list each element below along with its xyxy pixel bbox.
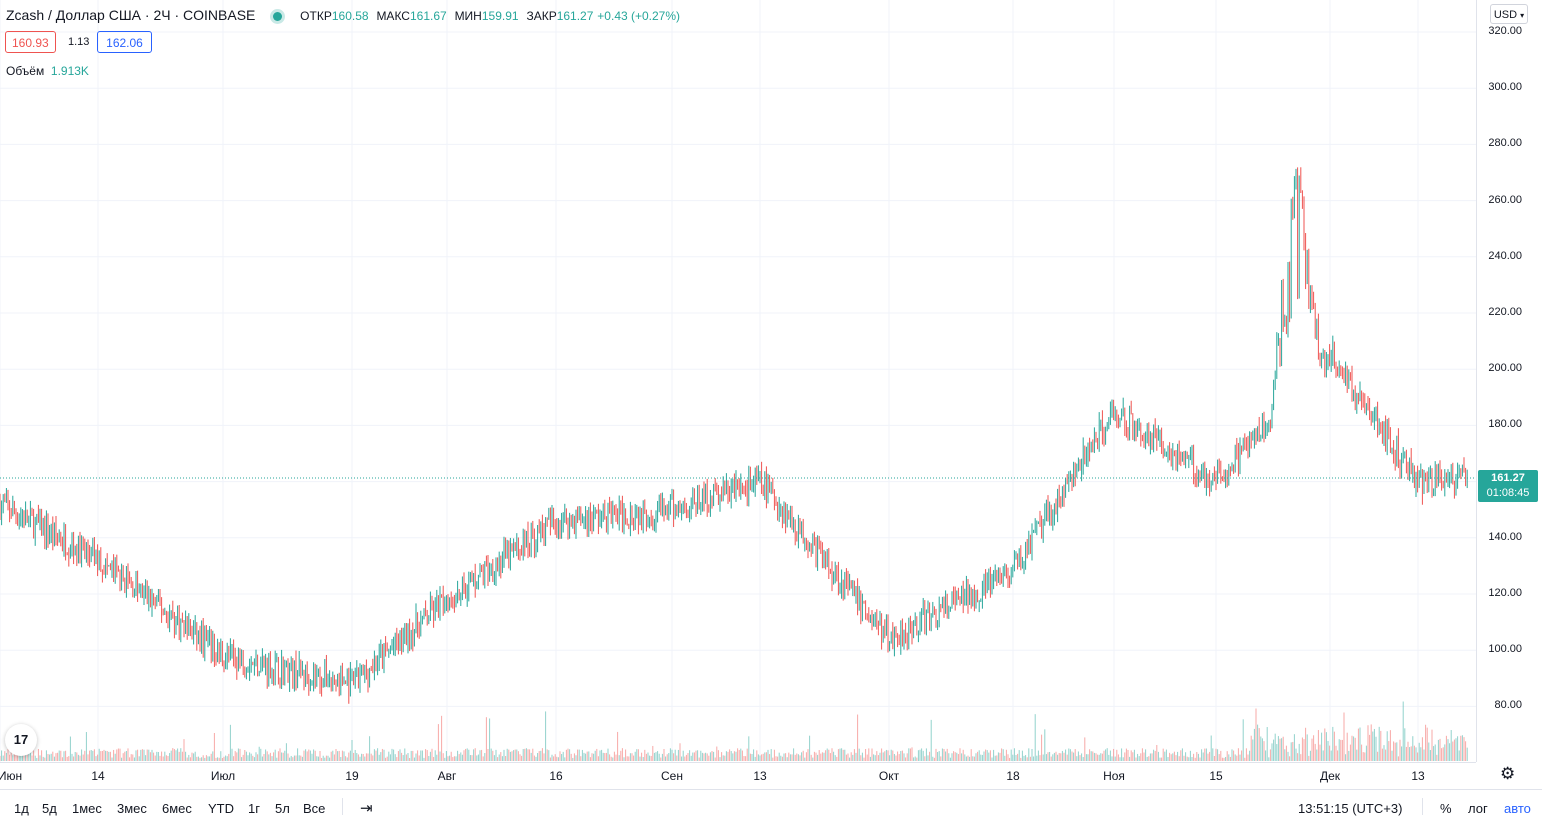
- buy-button[interactable]: 162.06: [97, 31, 152, 53]
- time-tick-label: 13: [1411, 769, 1425, 783]
- range-button[interactable]: Все: [303, 801, 326, 816]
- range-button[interactable]: 1мес: [72, 801, 102, 816]
- close-value: 161.27: [556, 9, 594, 23]
- range-button[interactable]: 6мес: [162, 801, 192, 816]
- high-label: МАКС: [376, 9, 410, 23]
- currency-name: Доллар США: [55, 7, 141, 23]
- candles: [0, 167, 1468, 704]
- open-label: ОТКР: [300, 9, 332, 23]
- percent-button[interactable]: %: [1440, 801, 1452, 816]
- time-tick-label: 19: [345, 769, 359, 783]
- chart-area[interactable]: [0, 0, 1476, 762]
- divider: [342, 798, 343, 815]
- time-tick-label: Дек: [1319, 769, 1341, 783]
- price-chart[interactable]: [0, 0, 1476, 762]
- price-tick-label: 120.00: [1488, 587, 1522, 599]
- bottom-toolbar: 1д 5д 1мес 3мес 6мес YTD 1г 5л Все ⇥ 13:51:15 (U…: [0, 789, 1542, 822]
- symbol-legend: Zcash / Доллар США · 2Ч · COINBASE ОТКР1…: [6, 7, 680, 23]
- price-tick-label: 280.00: [1488, 137, 1522, 150]
- volume-label: Объём: [6, 64, 45, 78]
- exchange-label: COINBASE: [183, 7, 256, 23]
- time-tick-label: Окт: [878, 769, 900, 783]
- time-tick-label: Июн: [0, 769, 23, 783]
- range-button[interactable]: 1д: [14, 801, 29, 816]
- current-price-label: 161.27 01:08:45: [1478, 470, 1538, 503]
- time-tick-label: Авг: [437, 769, 457, 783]
- price-tick-label: 180.00: [1488, 418, 1522, 431]
- interval-label[interactable]: 2Ч: [153, 7, 171, 23]
- bullet-separator: ·: [174, 7, 180, 23]
- logo-text: 17: [13, 732, 29, 747]
- bullet-separator: ·: [144, 7, 150, 23]
- range-button[interactable]: 3мес: [117, 801, 147, 816]
- volume-value: 1.913K: [50, 64, 89, 78]
- price-tick-label: 80.00: [1494, 699, 1522, 712]
- price-tick-label: 140.00: [1488, 530, 1522, 543]
- open-value: 160.58: [331, 9, 369, 23]
- currency-button-label: USD: [1493, 9, 1518, 21]
- range-button[interactable]: 5л: [275, 801, 290, 816]
- symbol-name[interactable]: Zcash: [6, 7, 45, 23]
- price-tick-label: 240.00: [1488, 249, 1522, 262]
- price-tick-label: 220.00: [1488, 306, 1522, 318]
- change-value: +0.43 (+0.27%): [597, 9, 681, 23]
- log-button[interactable]: лог: [1468, 801, 1488, 816]
- price-axis[interactable]: 320.00 300.00 280.00 260.00 240.00 220.00 200.…: [1476, 0, 1542, 762]
- high-value: 161.67: [409, 9, 447, 23]
- chevron-down-icon: ▾: [1520, 11, 1525, 20]
- market-status-icon[interactable]: [273, 11, 283, 21]
- gear-icon[interactable]: ⚙: [1500, 764, 1516, 783]
- time-tick-label: 16: [549, 769, 563, 783]
- volume-bars: [0, 701, 1468, 761]
- clock-display[interactable]: 13:51:15 (UTC+3): [1298, 801, 1403, 816]
- low-label: МИН: [454, 9, 482, 23]
- price-tick-label: 100.00: [1488, 643, 1522, 656]
- time-tick-label: Июл: [210, 769, 236, 783]
- price-tick-label: 320.00: [1488, 25, 1522, 37]
- spread-value: 1.13: [68, 36, 90, 48]
- currency-button[interactable]: USD ▾: [1490, 4, 1528, 24]
- price-tick-label: 260.00: [1488, 193, 1522, 206]
- date-range-icon[interactable]: ⇥: [360, 800, 373, 817]
- divider: [1422, 798, 1423, 815]
- range-button[interactable]: 5д: [42, 801, 57, 816]
- price-tick-label: 200.00: [1488, 362, 1522, 375]
- tradingview-logo-icon[interactable]: 17: [5, 724, 37, 756]
- range-button[interactable]: 1г: [248, 801, 260, 816]
- price-tick-label: 300.00: [1488, 81, 1522, 94]
- close-label: ЗАКР: [526, 9, 557, 23]
- bar-countdown: 01:08:45: [1486, 487, 1530, 500]
- time-tick-label: Ноя: [1103, 769, 1125, 783]
- time-tick-label: Сен: [661, 769, 683, 783]
- time-tick-label: 18: [1006, 769, 1020, 783]
- range-button[interactable]: YTD: [208, 801, 234, 816]
- time-tick-label: 13: [753, 769, 767, 783]
- sell-button[interactable]: 160.93: [5, 31, 56, 53]
- auto-button[interactable]: авто: [1504, 801, 1531, 816]
- time-tick-label: 14: [91, 769, 105, 783]
- time-tick-label: 15: [1209, 769, 1223, 783]
- time-axis[interactable]: Июн 14 Июл 19 Авг 16 Сен 13 Окт 18 Ноя 15 Дек 13: [0, 762, 1476, 788]
- symbol-separator: /: [48, 7, 52, 23]
- volume-legend: Объём 1.913K: [6, 64, 89, 78]
- low-value: 159.91: [481, 9, 519, 23]
- current-price-value: 161.27: [1491, 472, 1525, 485]
